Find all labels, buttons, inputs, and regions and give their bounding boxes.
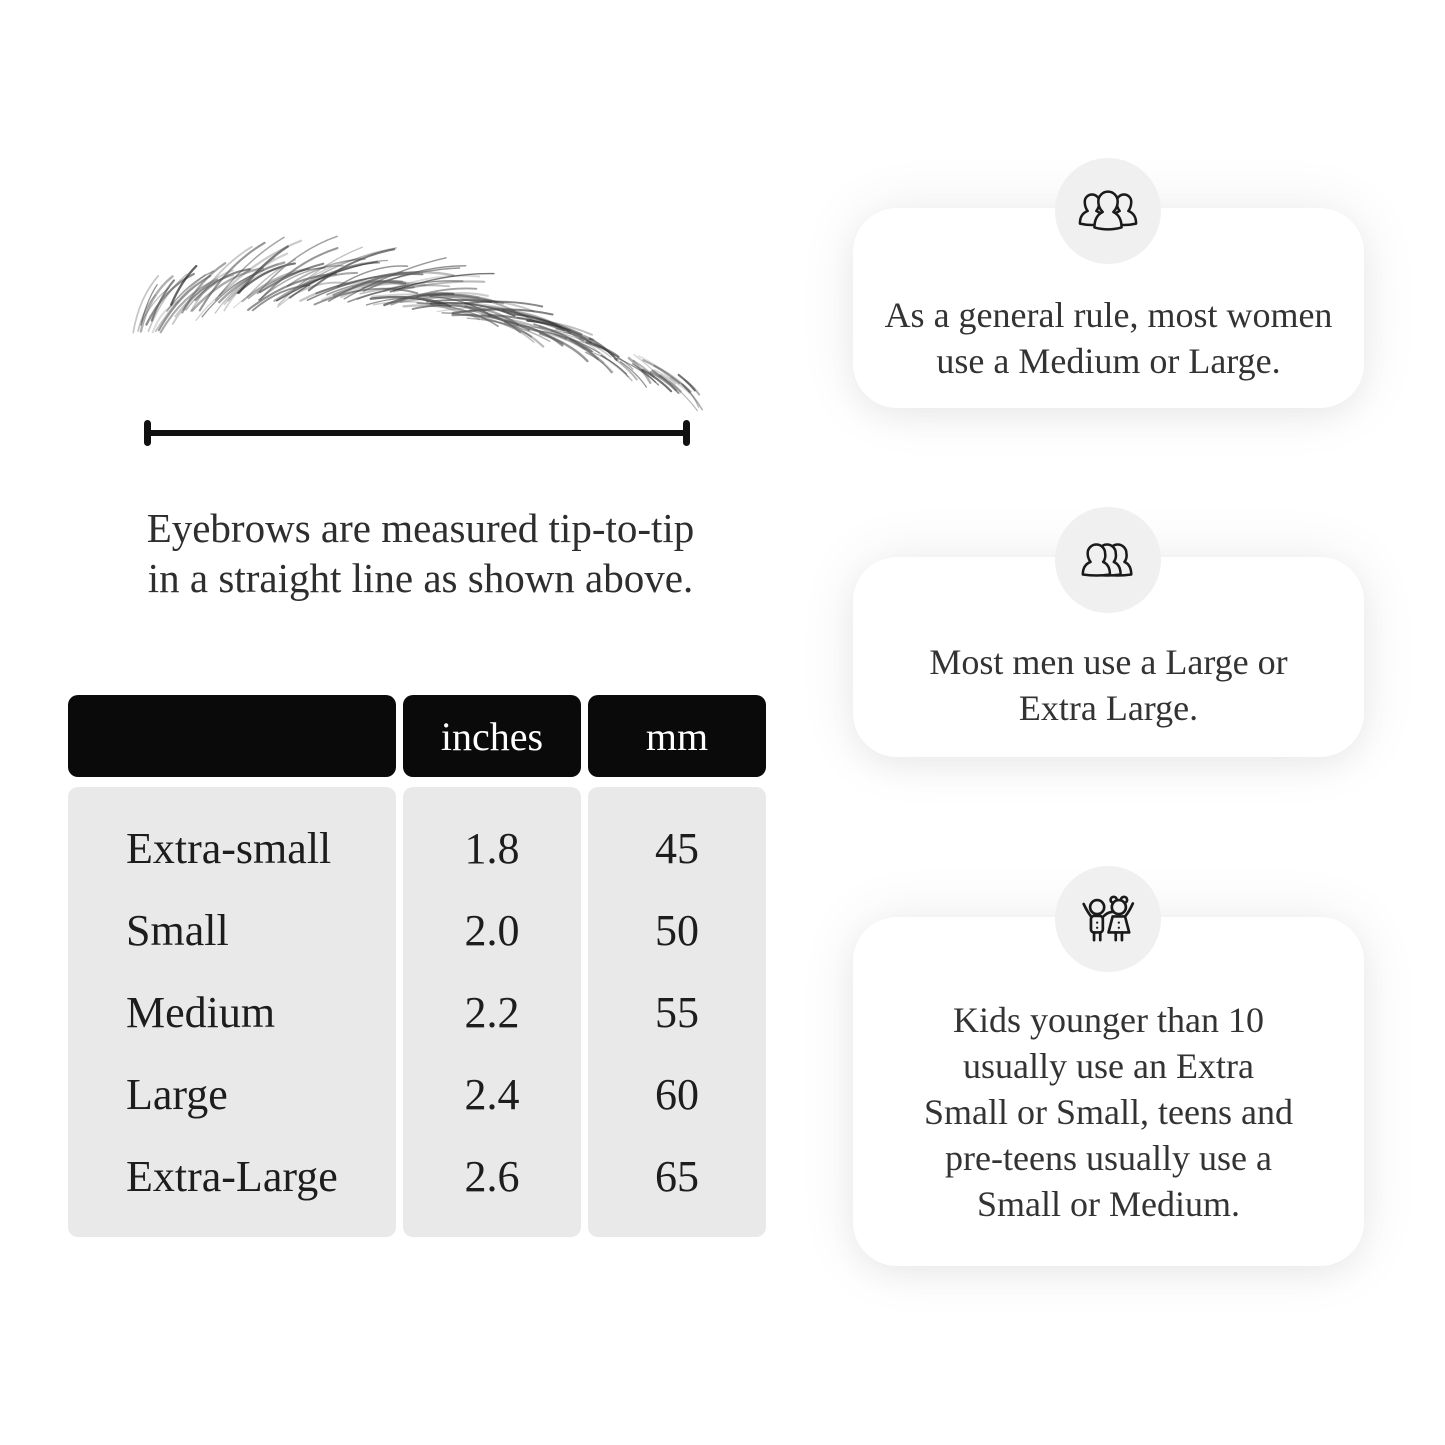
table-cell-inches: 2.6 [464, 1151, 520, 1201]
table-row-label: Extra-Large [126, 1151, 338, 1201]
table-cell-mm: 60 [655, 1069, 699, 1119]
kids-icon-circle [1055, 866, 1161, 972]
card-text-line: Kids younger than 10 [953, 1000, 1264, 1040]
header-cell-mm: mm [588, 695, 766, 777]
caption-line: Eyebrows are measured tip-to-tip [146, 505, 695, 551]
table-row-label: Extra-small [126, 823, 332, 873]
measurement-caption: Eyebrows are measured tip-to-tip in a st… [118, 503, 723, 603]
measure-tick-left [144, 420, 151, 446]
table-cell-inches: 2.4 [464, 1069, 520, 1119]
men-group-icon-circle [1055, 507, 1161, 613]
mm-column: 45 50 55 60 65 [588, 787, 766, 1237]
table-cell-inches: 2.2 [464, 987, 520, 1037]
card-text-line: use a Medium or Large. [936, 341, 1281, 381]
card-text-line: usually use an Extra [963, 1046, 1254, 1086]
table-cell-mm: 65 [655, 1151, 699, 1201]
size-table: inches mm Extra-small Small Medium Large… [68, 695, 766, 1237]
table-row-label: Small [126, 905, 229, 955]
header-cell-blank [68, 695, 396, 777]
header-cell-inches: inches [403, 695, 581, 777]
measure-tick-right [683, 420, 690, 446]
women-group-icon-circle [1055, 158, 1161, 264]
kids-size-card: Kids younger than 10 usually use an Extr… [853, 917, 1364, 1266]
card-text-line: Extra Large. [1018, 688, 1199, 728]
table-row-label: Large [126, 1069, 228, 1119]
table-cell-mm: 55 [655, 987, 699, 1037]
size-table-header: inches mm [68, 695, 766, 777]
card-text-line: As a general rule, most women [884, 295, 1333, 335]
kids-icon [1082, 895, 1135, 942]
table-cell-mm: 50 [655, 905, 699, 955]
table-cell-mm: 45 [655, 823, 699, 873]
men-group-icon [1081, 543, 1133, 577]
eyebrow-illustration [132, 235, 704, 412]
women-group-icon [1078, 190, 1138, 231]
card-text-line: Most men use a Large or [929, 642, 1288, 682]
table-cell-inches: 2.0 [464, 905, 520, 955]
inches-column: 1.8 2.0 2.2 2.4 2.6 [403, 787, 581, 1237]
card-text-line: Small or Small, teens and [924, 1092, 1293, 1132]
size-name-column: Extra-small Small Medium Large Extra-Lar… [68, 787, 396, 1237]
table-row-label: Medium [126, 987, 276, 1037]
size-table-body: Extra-small Small Medium Large Extra-Lar… [68, 787, 766, 1237]
table-cell-inches: 1.8 [464, 823, 520, 873]
card-text-line: pre-teens usually use a [945, 1138, 1272, 1178]
card-text-line: Small or Medium. [977, 1184, 1240, 1224]
caption-line: in a straight line as shown above. [147, 555, 694, 601]
measurement-line [144, 420, 690, 446]
